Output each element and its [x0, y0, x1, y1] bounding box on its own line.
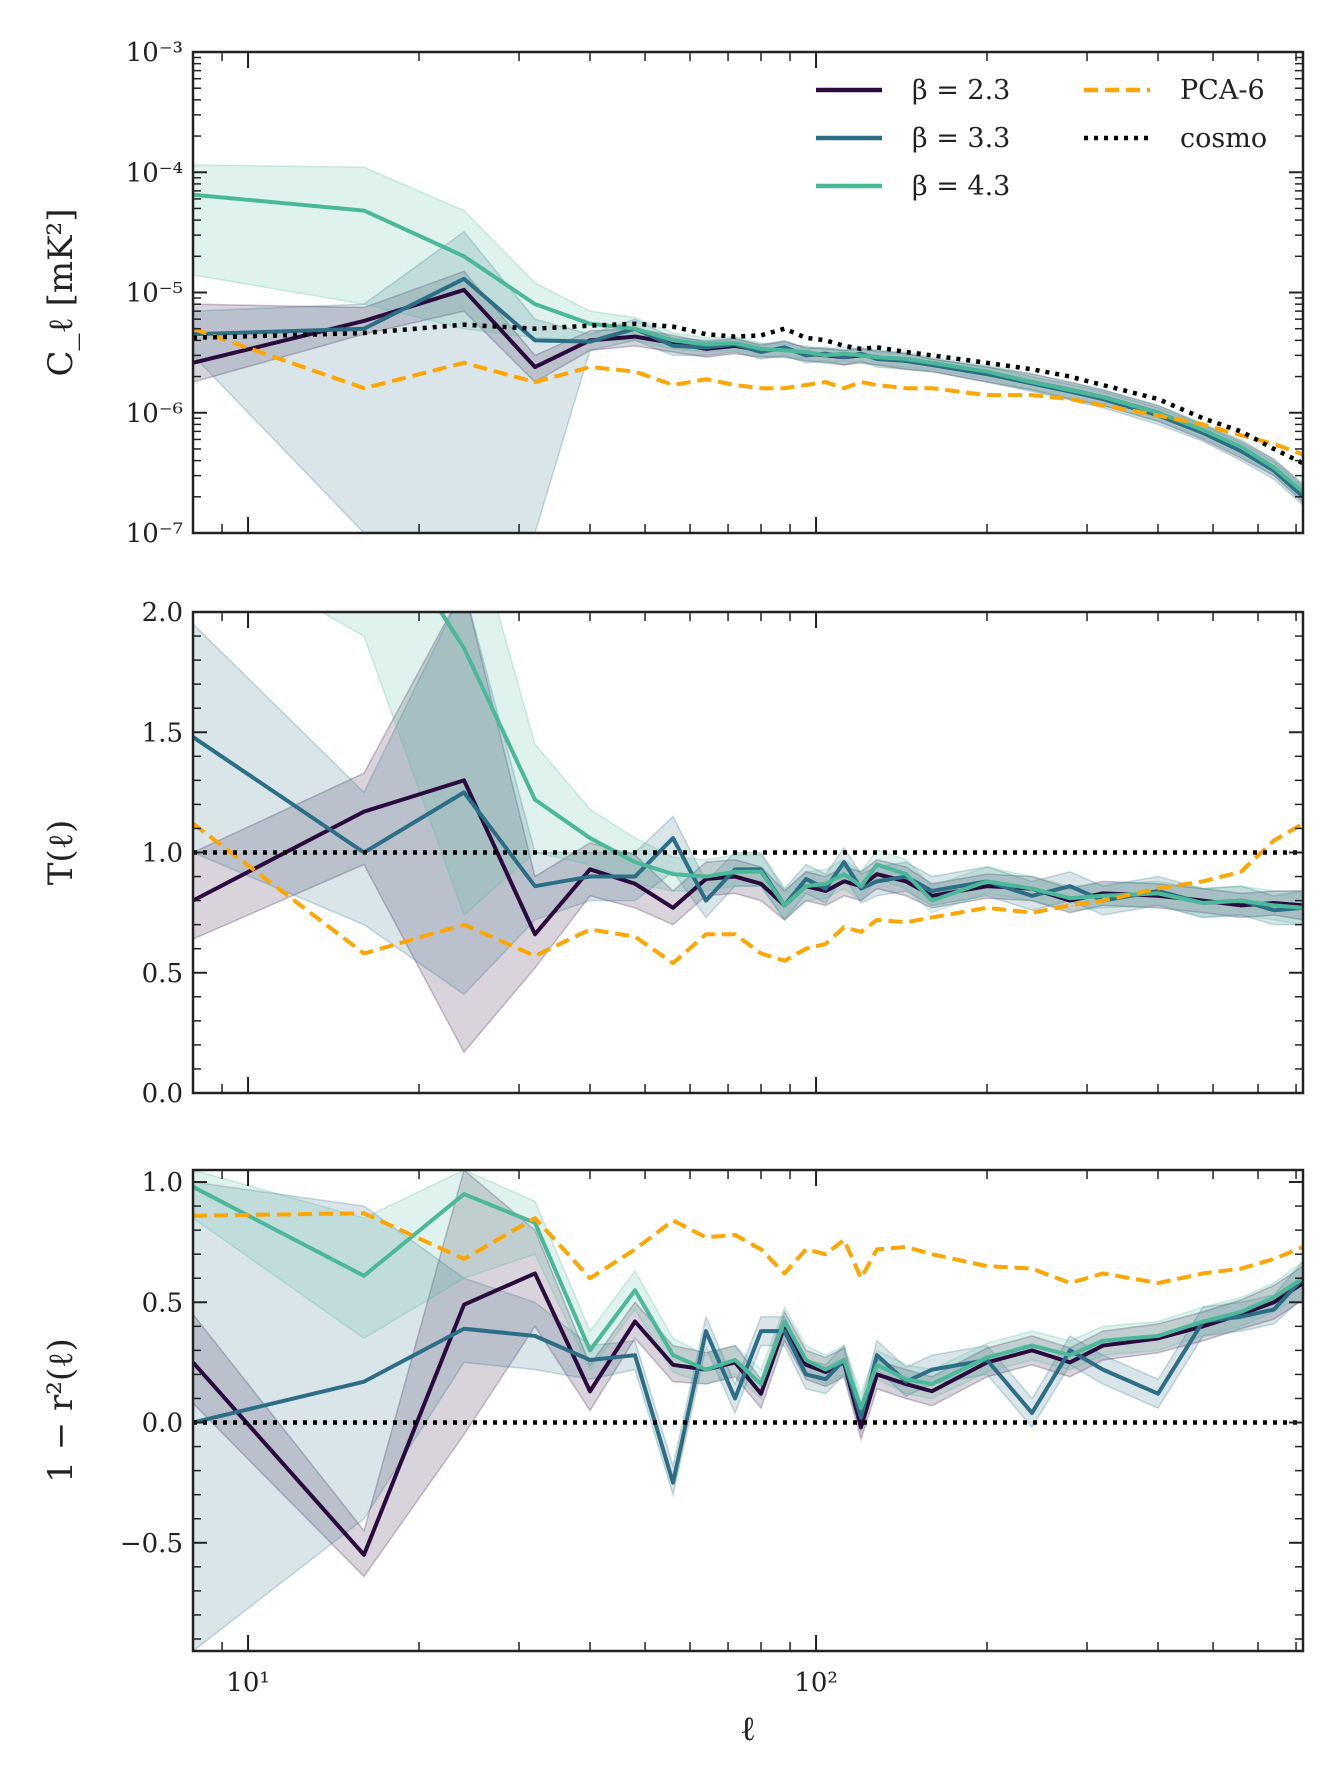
panel-middle: 0.0 0.5 1.0 1.5 2.0 T(ℓ): [41, 598, 1305, 1109]
band-b33-bottom: [193, 1181, 1303, 1651]
ytick-label-bottom: 1.0: [142, 1168, 183, 1198]
band-b43-bottom: [193, 1170, 1303, 1425]
legend-label-cosmo: cosmo: [1180, 123, 1267, 154]
line-cosmo-top: [193, 321, 1303, 466]
ytick-label-bottom: 0.0: [142, 1409, 183, 1439]
legend: β = 2.3 β = 3.3 β = 4.3 PCA-6 cosmo: [816, 75, 1267, 202]
legend-label-b43: β = 4.3: [912, 171, 1010, 202]
ytick-label-middle: 1.5: [142, 718, 183, 748]
ytick-label-middle: 0.5: [142, 959, 183, 989]
axes-frame-bottom: [191, 1168, 1305, 1653]
band-b23-top: [193, 270, 1303, 504]
line-pca-top: [193, 326, 1303, 457]
y-axis-label-bottom: 1 − r²(ℓ): [41, 1338, 81, 1482]
band-b43-top: [193, 164, 1303, 504]
ytick-label-middle: 0.0: [142, 1079, 183, 1109]
legend-label-b23: β = 2.3: [912, 75, 1010, 106]
y-axis-label-top: C_ℓ [mK²]: [41, 209, 81, 377]
legend-label-b33: β = 3.3: [912, 123, 1010, 154]
legend-label-pca: PCA-6: [1180, 75, 1265, 106]
ytick-label-top: 10⁻⁴: [126, 158, 183, 188]
band-b23-middle: [193, 612, 1303, 1054]
ytick-label-middle: 1.0: [142, 839, 183, 869]
band-b43-middle: [319, 612, 1303, 926]
ytick-label-bottom: 0.5: [142, 1288, 183, 1318]
x-axis-label: ℓ: [740, 1709, 756, 1749]
line-b43-bottom: [193, 1185, 1303, 1411]
panel-bottom: −0.5 0.0 0.5 1.0 1 − r²(ℓ) 10¹ 10²: [41, 1168, 1305, 1698]
line-pca-middle: [193, 821, 1303, 966]
ytick-label-bottom: −0.5: [120, 1529, 183, 1559]
ytick-label-top: 10⁻⁵: [126, 279, 183, 309]
panel-top: 10⁻⁷ 10⁻⁶ 10⁻⁵ 10⁻⁴ 10⁻³ C_ℓ [mK²]: [41, 38, 1305, 549]
ytick-label-top: 10⁻⁶: [126, 399, 183, 429]
ytick-label-top: 10⁻³: [126, 38, 183, 68]
ytick-label-middle: 2.0: [142, 598, 183, 628]
y-axis-label-middle: T(ℓ): [41, 820, 81, 886]
ytick-label-top: 10⁻⁷: [126, 519, 183, 549]
xtick-label: 10²: [794, 1668, 838, 1698]
band-b33-middle: [193, 612, 1303, 996]
line-b33-top: [193, 276, 1303, 499]
xtick-label: 10¹: [226, 1668, 270, 1698]
line-pca-bottom: [193, 1211, 1303, 1286]
band-b33-top: [193, 230, 1303, 533]
